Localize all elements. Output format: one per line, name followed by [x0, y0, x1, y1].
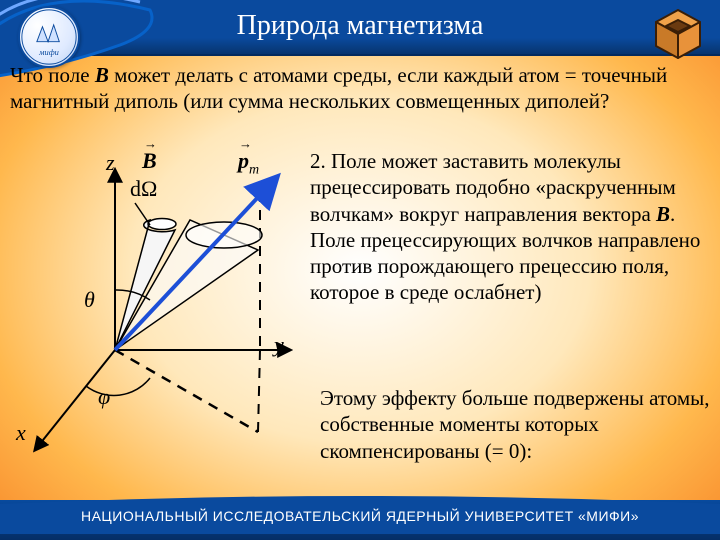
- precession-diagram: z y x θ φ dΩ B→ p→m: [0, 150, 320, 470]
- para1-B: В: [95, 63, 109, 87]
- para1-post: может делать с атомами среды, если кажды…: [10, 63, 667, 113]
- label-z: z: [106, 150, 115, 176]
- slide-footer: НАЦИОНАЛЬНЫЙ ИССЛЕДОВАТЕЛЬСКИЙ ЯДЕРНЫЙ У…: [0, 500, 720, 540]
- label-phi: φ: [98, 384, 110, 410]
- label-pm: p→m: [238, 148, 259, 178]
- slide-header: мифи Природа магнетизма: [0, 0, 720, 56]
- label-dOmega: dΩ: [130, 176, 157, 202]
- para2-pre: 2. Поле может заставить молекулы прецесс…: [310, 149, 676, 226]
- paragraph-question: Что поле В может делать с атомами среды,…: [10, 62, 710, 115]
- label-x: x: [16, 420, 26, 446]
- university-logo-icon: мифи: [18, 6, 80, 68]
- label-y: y: [274, 332, 284, 358]
- svg-text:мифи: мифи: [38, 48, 59, 57]
- label-B: B→: [142, 148, 157, 174]
- corner-cube-icon: [650, 6, 706, 62]
- slide-title: Природа магнетизма: [0, 10, 720, 42]
- label-theta: θ: [84, 287, 95, 313]
- footer-text: НАЦИОНАЛЬНЫЙ ИССЛЕДОВАТЕЛЬСКИЙ ЯДЕРНЫЙ У…: [0, 508, 720, 524]
- paragraph-precession: 2. Поле может заставить молекулы прецесс…: [310, 148, 710, 306]
- slide-root: мифи Природа магнетизма Что поле В может…: [0, 0, 720, 540]
- para2-B: В: [656, 202, 670, 226]
- paragraph-compensated: Этому эффекту больше подвержены атомы, с…: [320, 385, 710, 464]
